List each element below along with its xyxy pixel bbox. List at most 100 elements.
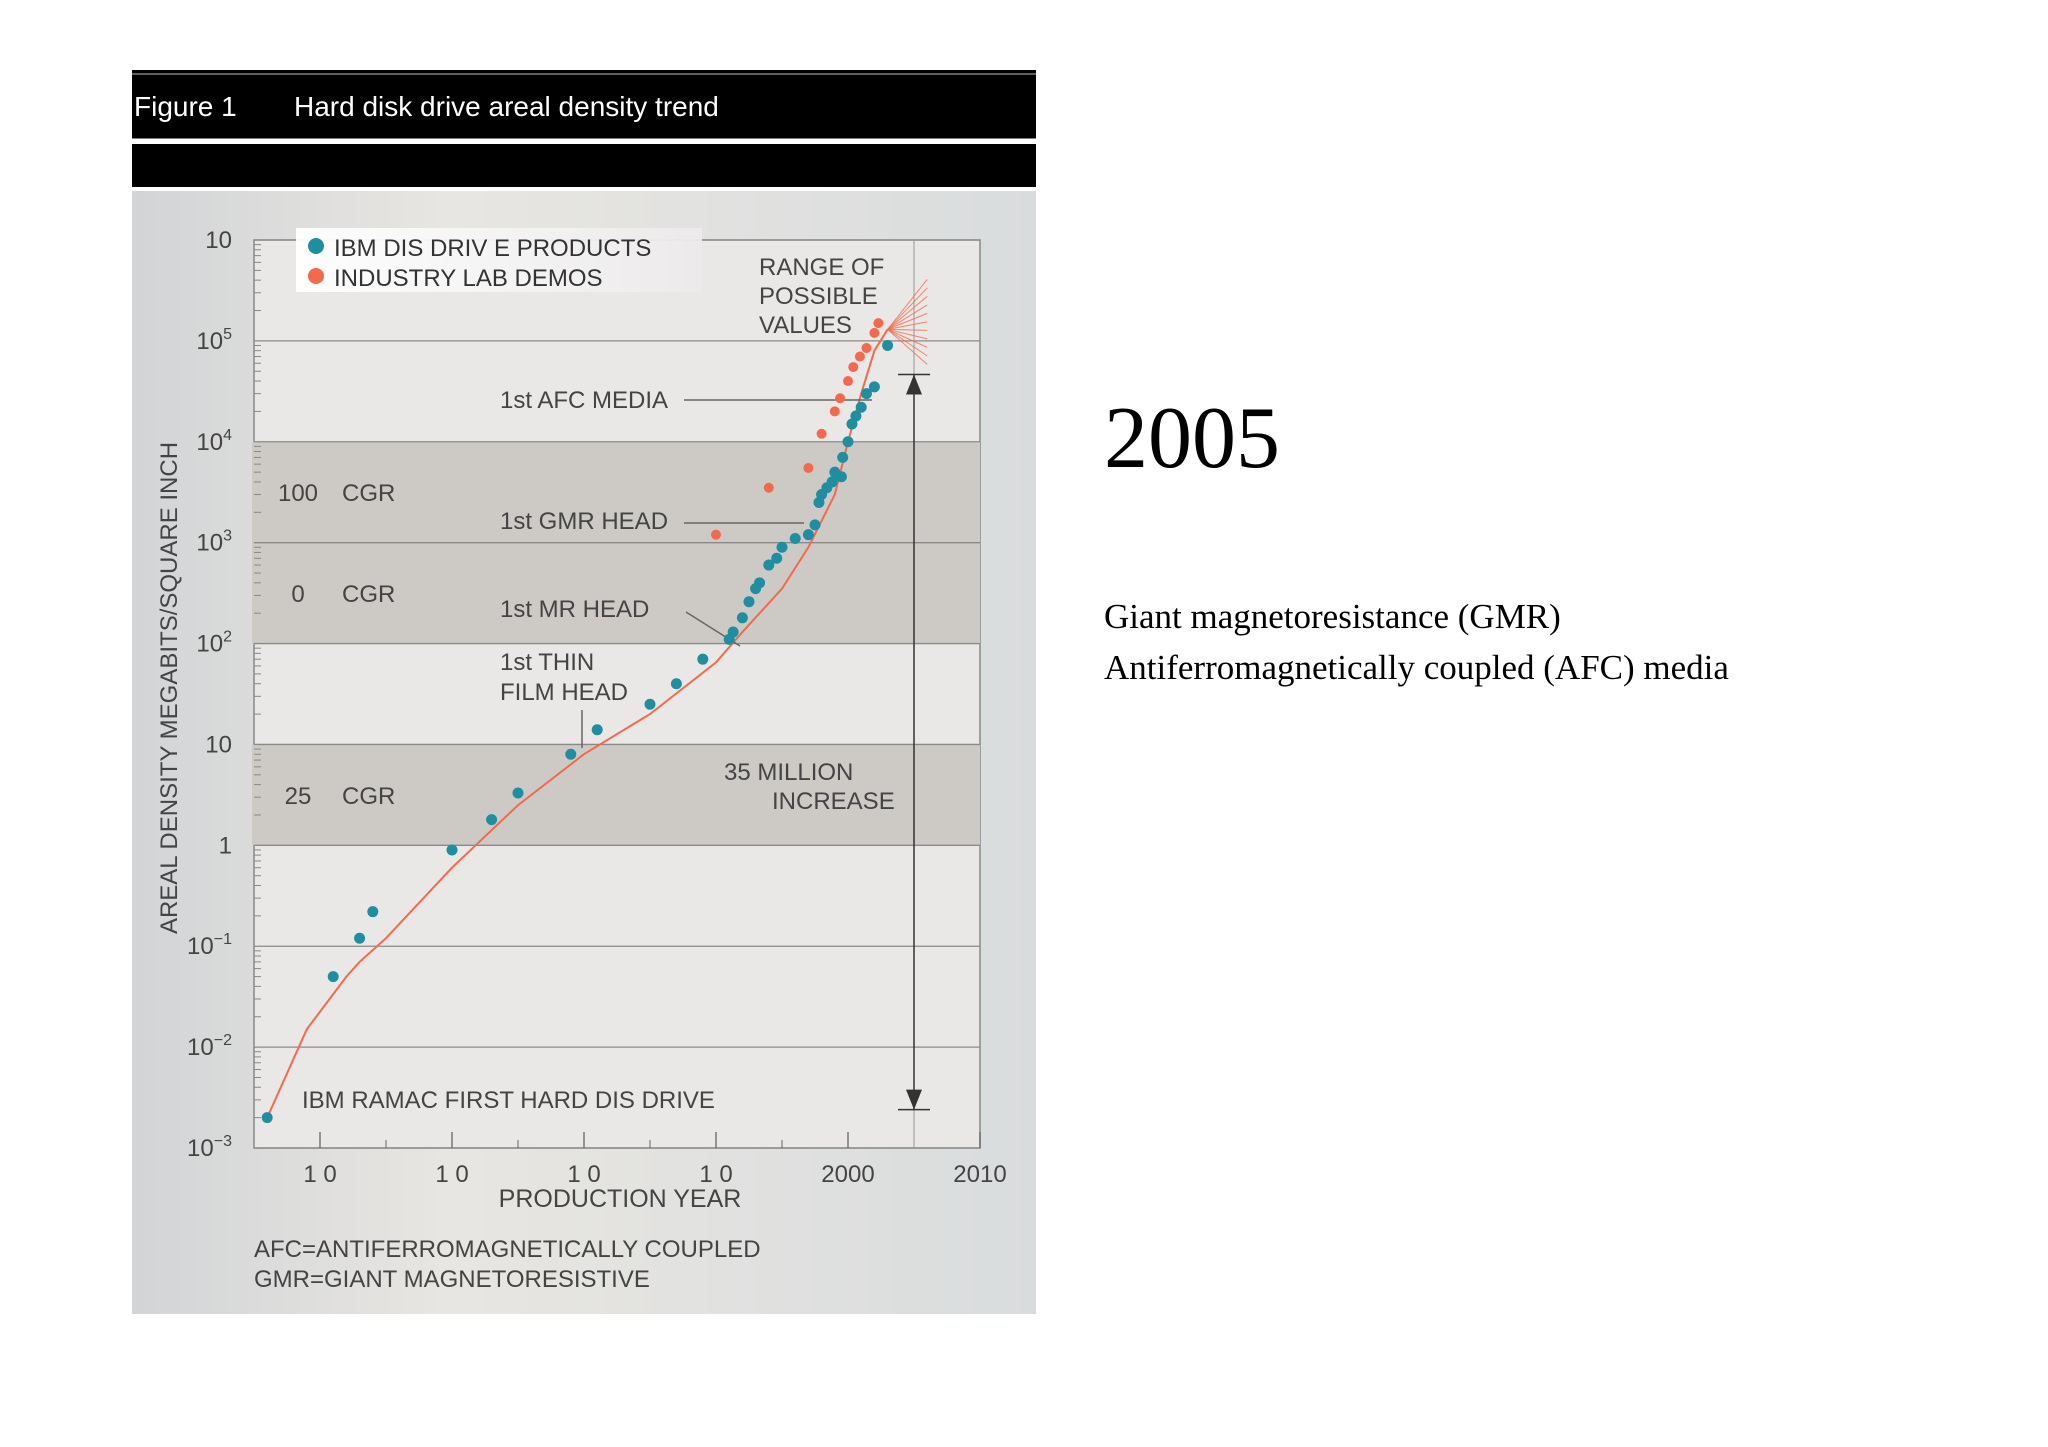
annotation-gmr-head: 1st GMR HEAD: [500, 508, 668, 535]
ibm-product-point: [697, 653, 709, 665]
ibm-product-point: [842, 436, 854, 448]
lab-demo-point: [835, 393, 846, 404]
legend: IBM DIS DRIV E PRODUCTS INDUSTRY LAB DEM…: [296, 228, 702, 292]
projection-fan-line: [887, 329, 928, 365]
trend-line: [266, 328, 889, 1119]
figure-header-bar: [132, 70, 1036, 140]
ibm-product-point: [591, 724, 603, 736]
y-tick-label: 10−3: [187, 1133, 232, 1162]
x-tick-label: 1 0: [567, 1161, 600, 1188]
lab-demo-point: [861, 343, 872, 354]
ibm-product-point: [670, 678, 682, 690]
plot-background: [253, 239, 981, 1149]
ibm-product-point: [763, 559, 775, 571]
x-tick-label: 1 0: [699, 1161, 732, 1188]
ibm-product-point: [486, 814, 498, 826]
ibm-product-point: [850, 410, 862, 422]
cgr-band-1: [252, 542, 980, 644]
ibm-product-point: [644, 698, 656, 710]
areal-density-chart: Figure 1 Hard disk drive areal density t…: [132, 70, 1036, 1314]
annotation-thin-film-head: 1st THIN FILM HEAD: [500, 649, 628, 706]
ibm-product-point: [882, 340, 894, 352]
x-tick-label: 1 0: [303, 1161, 336, 1188]
ibm-product-point: [727, 626, 739, 638]
lab-demo-point: [711, 529, 721, 540]
projection-fan-line: [887, 279, 928, 330]
ibm-product-point: [354, 932, 366, 944]
increase-arrow-head-up: [906, 374, 922, 395]
projection-fan-line: [887, 304, 928, 330]
ibm-product-point: [512, 787, 524, 799]
ibm-product-point: [868, 381, 880, 393]
annotation-ramac: IBM RAMAC FIRST HARD DIS DRIVE: [302, 1087, 715, 1114]
ibm-product-point: [837, 451, 849, 463]
lab-demo-point: [803, 462, 814, 473]
x-axis-label: PRODUCTION YEAR: [499, 1185, 742, 1213]
ibm-product-point: [826, 476, 838, 488]
slide-year: 2005: [1104, 390, 1280, 487]
y-tick-label: 10−2: [187, 1032, 232, 1061]
legend-label-lab: INDUSTRY LAB DEMOS: [334, 265, 603, 292]
y-tick-label: 104: [196, 427, 232, 456]
cgr-band-label: CGR: [342, 480, 395, 507]
figure-panel: Figure 1 Hard disk drive areal density t…: [132, 70, 1036, 1314]
footnote-afc: AFC=ANTIFERROMAGNETICALLY COUPLED: [254, 1236, 761, 1263]
annotation-mr-head: 1st MR HEAD: [500, 596, 649, 623]
plot-area: 10−3 10−2 10−1 1 10 102 103 104 105 10 1 0 1 0 1 0 1 …: [187, 227, 1007, 1188]
legend-dot-lab: [308, 268, 324, 284]
cgr-band-number: 25: [285, 783, 312, 810]
projection-fan-line: [887, 328, 928, 340]
projection-fan-line: [887, 312, 928, 330]
ibm-product-point: [261, 1112, 273, 1124]
note-afc: Antiferromagnetically coupled (AFC) medi…: [1104, 648, 1729, 687]
lab-demo-point: [843, 376, 853, 387]
range-label-line1: RANGE OF POSSIBLE VALUES: [759, 254, 891, 339]
figure-subheader-bar: [132, 144, 1036, 187]
ibm-product-point: [835, 471, 847, 483]
lab-demo-point: [869, 327, 880, 338]
ibm-product-point: [776, 541, 788, 553]
projection-fan-line: [887, 328, 928, 357]
cgr-band-label: CGR: [342, 581, 395, 608]
cgr-band-number: 0: [291, 581, 304, 608]
ibm-product-point: [367, 906, 379, 918]
lab-demo-point: [848, 362, 859, 373]
note-gmr: Giant magnetoresistance (GMR): [1104, 597, 1561, 636]
lab-demo-point: [763, 482, 774, 493]
annotation-afc-media: 1st AFC MEDIA: [500, 387, 668, 414]
cgr-band-label: CGR: [342, 783, 395, 810]
ibm-product-point: [754, 577, 766, 589]
ibm-product-point: [565, 748, 577, 760]
legend-dot-ibm: [308, 238, 324, 254]
ibm-product-point: [855, 401, 867, 413]
figure-number: Figure 1: [134, 91, 237, 122]
y-tick-label: 1: [219, 832, 232, 859]
annotation-increase: 35 MILLION INCREASE: [724, 759, 895, 815]
ibm-product-point: [743, 596, 755, 608]
ibm-product-point: [789, 532, 801, 544]
lab-demo-point: [873, 318, 884, 329]
y-tick-label: 103: [196, 528, 232, 557]
y-tick-label: 102: [196, 629, 232, 658]
projection-fan-line: [887, 328, 928, 331]
ibm-product-point: [446, 844, 458, 856]
cgr-band-number: 100: [278, 480, 318, 507]
figure-title: Hard disk drive areal density trend: [294, 91, 719, 122]
projection-fan-line: [887, 328, 928, 348]
cgr-band-0: [252, 744, 980, 846]
lab-demo-point: [816, 428, 827, 439]
ibm-product-point: [736, 612, 748, 624]
increase-arrow-head-down: [906, 1089, 922, 1110]
y-tick-label: 10: [205, 227, 232, 254]
y-tick-label: 105: [196, 326, 232, 355]
y-axis-label: AREAL DENSITY MEGABITS/SQUARE INCH: [156, 442, 183, 934]
lab-demo-point: [854, 351, 865, 362]
ibm-product-point: [802, 529, 814, 541]
ibm-product-point: [771, 552, 783, 564]
y-tick-label: 10−1: [187, 931, 232, 960]
y-tick-label: 10: [205, 731, 232, 758]
x-tick-label: 1 0: [435, 1161, 468, 1188]
legend-label-ibm: IBM DIS DRIV E PRODUCTS: [334, 235, 651, 262]
ibm-product-point: [860, 388, 872, 400]
projection-fan-line: [887, 287, 928, 330]
